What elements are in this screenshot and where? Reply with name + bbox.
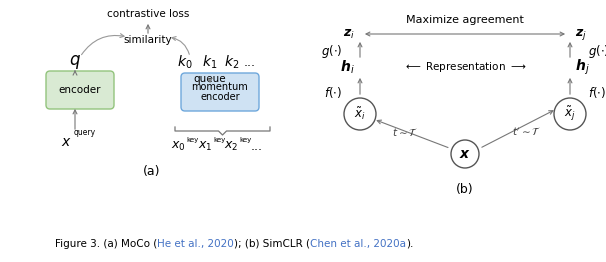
Text: $k_1$: $k_1$ — [202, 53, 218, 71]
Text: Chen et al., 2020a: Chen et al., 2020a — [310, 239, 406, 249]
Text: $f(\cdot)$: $f(\cdot)$ — [324, 85, 342, 100]
Text: encoder: encoder — [59, 85, 101, 95]
Text: queue: queue — [194, 74, 226, 84]
FancyBboxPatch shape — [46, 71, 114, 109]
Text: $\tilde{x}_i$: $\tilde{x}_i$ — [354, 106, 366, 122]
Text: ...: ... — [251, 139, 263, 152]
Text: $k_2$: $k_2$ — [224, 53, 239, 71]
Text: $k_0$: $k_0$ — [177, 53, 193, 71]
Text: encoder: encoder — [200, 92, 240, 102]
Text: $x$: $x$ — [61, 135, 72, 149]
Text: ...: ... — [244, 56, 256, 68]
Text: $\boldsymbol{h}_j$: $\boldsymbol{h}_j$ — [575, 57, 590, 77]
Text: key: key — [186, 137, 198, 143]
Text: ).: ). — [406, 239, 413, 249]
Text: momentum: momentum — [191, 82, 248, 92]
Text: $g(\cdot)$: $g(\cdot)$ — [321, 42, 342, 59]
Text: key: key — [239, 137, 251, 143]
Text: (b): (b) — [456, 183, 474, 196]
Text: $g(\cdot)$: $g(\cdot)$ — [588, 42, 606, 59]
Text: $x_2$: $x_2$ — [224, 139, 238, 152]
FancyBboxPatch shape — [181, 73, 259, 111]
Text: query: query — [74, 128, 96, 137]
Text: ); (b) SimCLR (: ); (b) SimCLR ( — [234, 239, 310, 249]
Text: key: key — [213, 137, 225, 143]
Text: similarity: similarity — [124, 35, 172, 45]
Text: $\boldsymbol{z}_j$: $\boldsymbol{z}_j$ — [575, 26, 587, 41]
Text: contrastive loss: contrastive loss — [107, 9, 189, 19]
Text: $\longleftarrow$ Representation $\longrightarrow$: $\longleftarrow$ Representation $\longri… — [404, 60, 527, 74]
Text: $x_0$: $x_0$ — [171, 139, 185, 152]
Text: $\tilde{x}_j$: $\tilde{x}_j$ — [564, 105, 576, 123]
Circle shape — [344, 98, 376, 130]
Text: $x_1$: $x_1$ — [198, 139, 212, 152]
Text: $\boldsymbol{h}_i$: $\boldsymbol{h}_i$ — [341, 58, 355, 76]
Text: $q$: $q$ — [69, 53, 81, 71]
Text: $t' \sim \mathcal{T}$: $t' \sim \mathcal{T}$ — [512, 126, 542, 138]
Circle shape — [451, 140, 479, 168]
Text: $t \sim \mathcal{T}$: $t \sim \mathcal{T}$ — [392, 126, 418, 138]
Text: $\boldsymbol{z}_i$: $\boldsymbol{z}_i$ — [343, 28, 355, 41]
Text: $f(\cdot)$: $f(\cdot)$ — [588, 85, 606, 100]
Text: $\boldsymbol{x}$: $\boldsymbol{x}$ — [459, 147, 471, 161]
Circle shape — [554, 98, 586, 130]
Text: Maximize agreement: Maximize agreement — [406, 15, 524, 25]
Text: (a): (a) — [143, 166, 161, 178]
Text: He et al., 2020: He et al., 2020 — [157, 239, 234, 249]
Text: Figure 3. (a) MoCo (: Figure 3. (a) MoCo ( — [55, 239, 157, 249]
